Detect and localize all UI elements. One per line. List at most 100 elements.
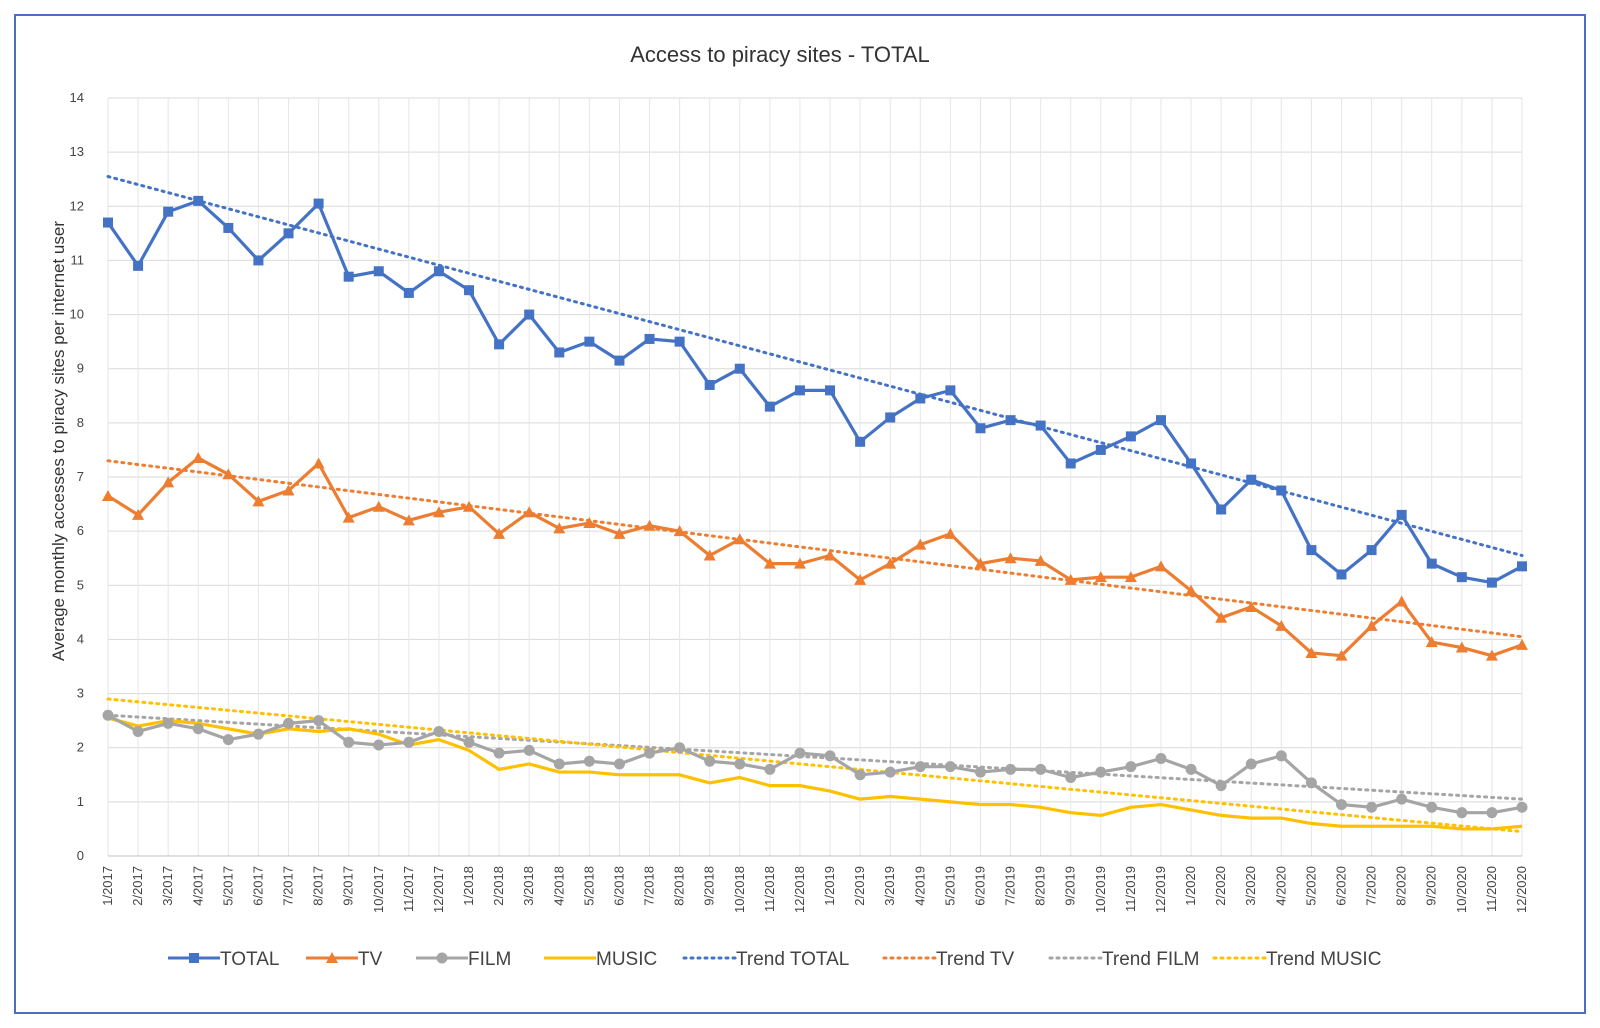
data-point-tv	[733, 533, 746, 545]
trendlines	[106, 175, 1524, 834]
y-tick-label: 11	[71, 252, 85, 267]
data-point-tv	[1124, 571, 1137, 583]
legend-item-trend-total: Trend TOTAL	[682, 949, 849, 970]
data-point-tv	[463, 500, 476, 512]
data-point-film	[1215, 780, 1227, 792]
data-point-film	[313, 715, 325, 727]
x-tick-label: 8/2020	[1394, 866, 1409, 906]
data-point-film	[283, 717, 295, 729]
data-point-total	[825, 385, 836, 396]
x-tick-label: 7/2018	[642, 866, 657, 906]
legend-marker	[436, 952, 448, 964]
data-point-tv	[342, 511, 355, 523]
data-point-tv	[1305, 646, 1318, 658]
data-point-film	[1275, 750, 1287, 762]
data-point-tv	[793, 557, 806, 569]
legend-marker	[326, 952, 338, 963]
data-point-tv	[132, 508, 145, 520]
data-point-tv	[1185, 584, 1198, 596]
data-point-film	[704, 755, 716, 767]
data-point-total	[464, 285, 475, 296]
legend-label: TOTAL	[220, 949, 279, 970]
y-tick-label: 5	[77, 577, 84, 592]
data-point-film	[252, 728, 264, 740]
series-line-music	[107, 716, 1523, 831]
data-point-tv	[493, 527, 506, 539]
data-point-total	[1065, 458, 1076, 469]
x-axis-ticks: 1/2017 2/2017 3/2017 4/2017 5/2017 6/2017 7/20…	[100, 866, 1529, 913]
data-point-film	[1305, 777, 1317, 789]
x-tick-label: 5/2018	[581, 866, 596, 906]
data-point-film	[794, 747, 806, 759]
series-line-total	[106, 199, 1523, 585]
data-point-film	[1035, 763, 1047, 775]
data-point-film	[373, 739, 385, 751]
x-tick-label: 3/2020	[1243, 866, 1258, 906]
data-point-film	[1095, 766, 1107, 778]
data-point-total	[1216, 504, 1227, 515]
data-point-tv	[1034, 554, 1047, 566]
y-tick-label: 4	[77, 631, 84, 646]
legend-label: Trend TV	[936, 949, 1014, 970]
legend-label: Trend MUSIC	[1266, 949, 1381, 970]
x-tick-label: 4/2020	[1273, 866, 1288, 906]
data-point-film	[613, 758, 625, 770]
x-tick-label: 11/2017	[401, 866, 416, 912]
data-point-film	[553, 758, 565, 770]
y-tick-label: 12	[70, 198, 84, 213]
data-point-total	[945, 385, 956, 396]
data-point-film	[102, 709, 114, 721]
x-tick-label: 6/2018	[611, 866, 626, 906]
data-point-total	[1246, 474, 1257, 485]
data-point-total	[614, 355, 625, 366]
data-point-total	[223, 222, 234, 233]
x-tick-label: 8/2018	[672, 866, 687, 906]
data-point-total	[764, 401, 775, 412]
series-total	[103, 195, 1527, 588]
data-point-tv	[252, 495, 265, 507]
data-point-tv	[763, 557, 776, 569]
data-point-total	[193, 195, 204, 206]
x-tick-label: 6/2017	[250, 866, 265, 906]
data-point-total	[1095, 444, 1106, 455]
data-point-film	[1065, 771, 1077, 783]
data-point-total	[1155, 415, 1166, 426]
data-point-tv	[1335, 649, 1348, 661]
data-point-total	[1276, 485, 1287, 496]
data-point-tv	[1004, 552, 1017, 564]
chart-title: Access to piracy sites - TOTAL	[630, 42, 930, 67]
data-point-total	[734, 363, 745, 374]
data-point-film	[644, 747, 656, 759]
data-point-film	[1516, 801, 1528, 813]
legend-item-trend-music: Trend MUSIC	[1212, 949, 1381, 970]
y-tick-label: 10	[70, 307, 84, 322]
data-point-film	[884, 766, 896, 778]
data-point-tv	[944, 527, 957, 539]
data-point-total	[1306, 545, 1317, 556]
series-music	[107, 716, 1523, 831]
data-point-tv	[1365, 619, 1378, 631]
series-tv	[102, 452, 1528, 661]
data-point-total	[1035, 420, 1046, 431]
x-tick-label: 8/2017	[311, 866, 326, 906]
legend-item-trend-tv: Trend TV	[882, 949, 1014, 970]
data-point-film	[523, 744, 535, 756]
data-point-film	[1185, 763, 1197, 775]
x-tick-label: 1/2017	[100, 866, 115, 906]
x-tick-label: 9/2020	[1424, 866, 1439, 906]
x-tick-label: 2/2019	[852, 866, 867, 906]
legend-item-total: TOTAL	[168, 949, 279, 970]
data-point-total	[1336, 569, 1347, 580]
y-tick-label: 9	[77, 361, 84, 376]
x-tick-label: 9/2018	[702, 866, 717, 906]
data-point-total	[1517, 561, 1527, 572]
data-point-tv	[402, 514, 415, 526]
data-point-total	[1005, 415, 1016, 426]
data-point-tv	[884, 557, 897, 569]
data-point-total	[524, 309, 535, 320]
x-tick-label: 5/2017	[220, 866, 235, 906]
data-point-total	[494, 339, 505, 350]
data-point-film	[162, 717, 174, 729]
data-point-film	[674, 742, 686, 754]
